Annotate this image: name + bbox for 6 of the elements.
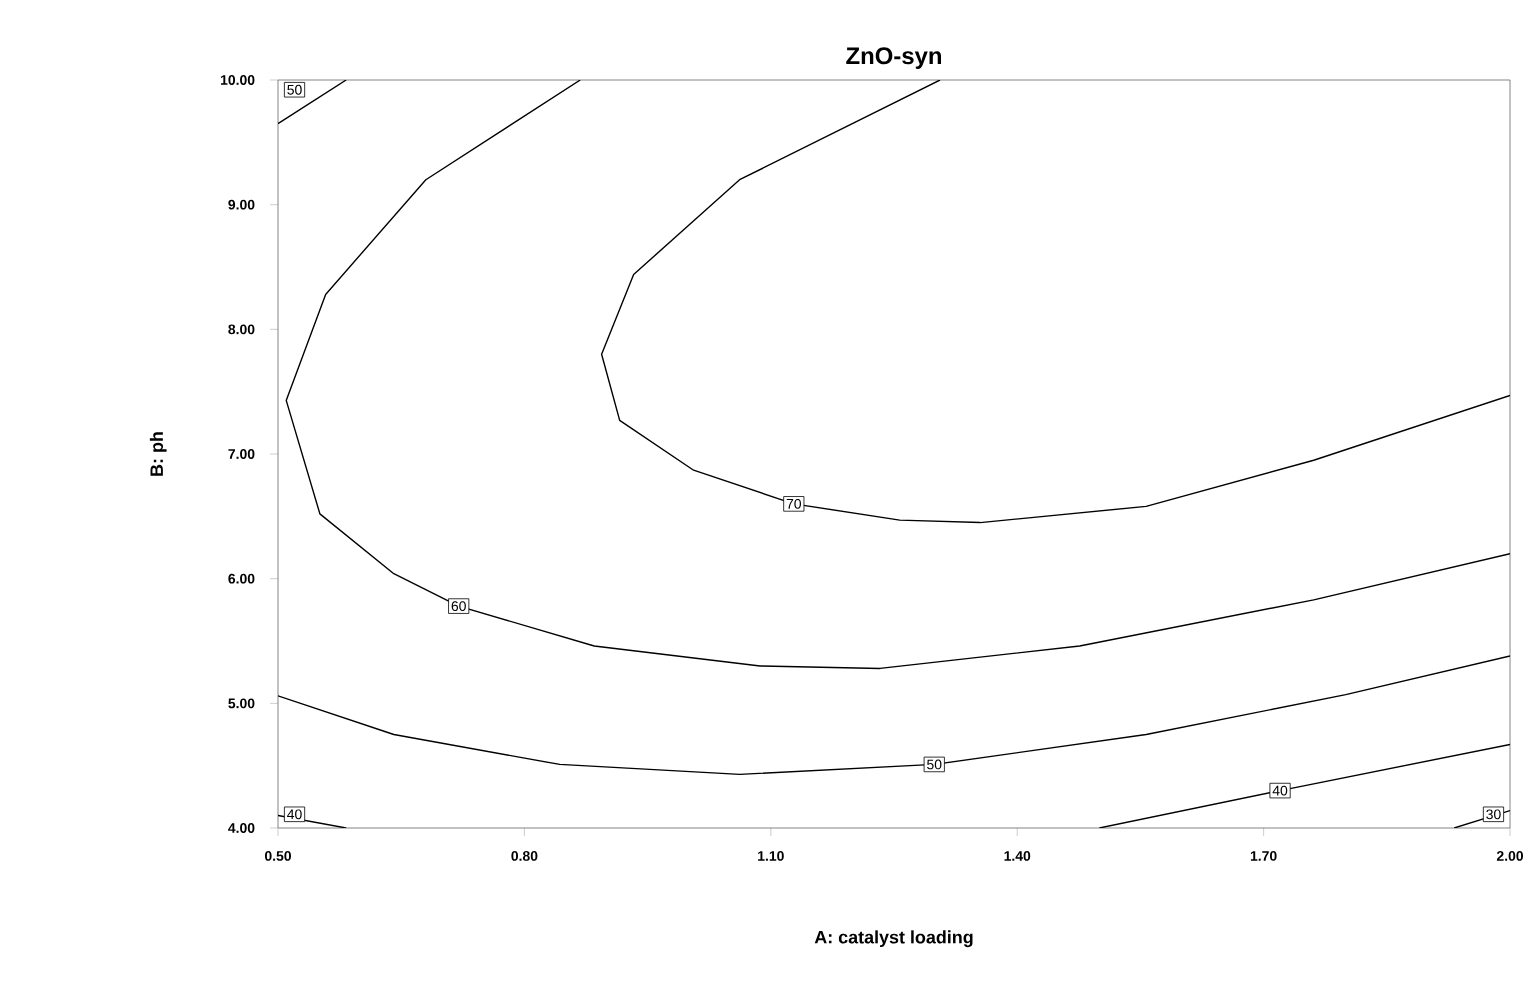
x-axis-title: A: catalyst loading (814, 930, 973, 948)
line-series (600, 80, 1511, 524)
line-series (285, 80, 1511, 670)
y-axis-title: B: ph (149, 432, 167, 476)
line-series (278, 655, 1511, 776)
chart-title: ZnO-syn (846, 47, 942, 69)
